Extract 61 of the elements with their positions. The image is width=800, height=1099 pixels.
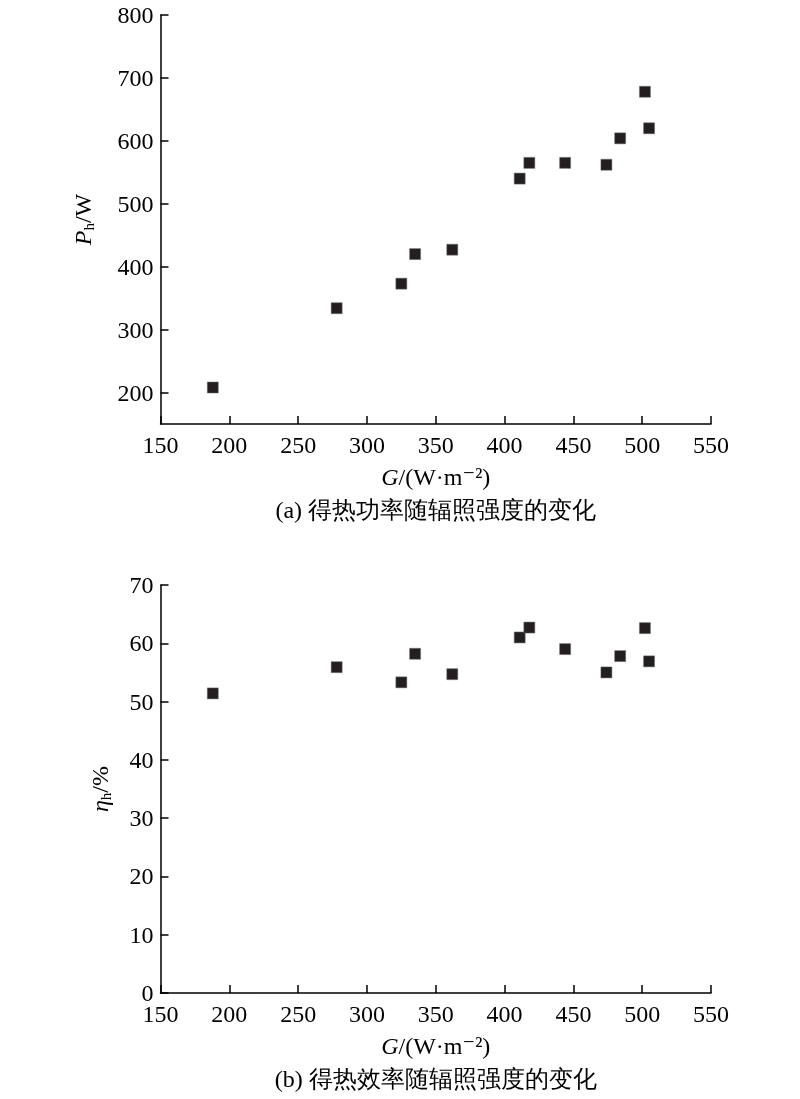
text: (a) 得热功率随辐照强度的变化 <box>275 497 597 523</box>
x-axis-title: G/(W·m⁻²) <box>381 464 491 490</box>
y-tick-label: 600 <box>117 127 154 154</box>
y-tick-label: 400 <box>117 253 154 280</box>
x-tick-label: 200 <box>211 432 248 458</box>
point <box>330 302 343 314</box>
y-tick-label: 300 <box>117 316 154 343</box>
y-tick-label: 10 <box>129 921 154 948</box>
x-tick-label: 300 <box>348 432 385 458</box>
point <box>523 157 536 169</box>
point <box>643 122 655 135</box>
point <box>614 650 626 662</box>
x-tick-label: 350 <box>417 432 454 458</box>
y-tick-label: 800 <box>117 2 154 28</box>
point <box>446 668 459 680</box>
point <box>639 86 651 98</box>
point <box>409 248 421 260</box>
point <box>330 661 343 673</box>
point <box>446 243 459 256</box>
y-axis-title: Ph/W <box>69 193 97 247</box>
x-tick-label: 350 <box>417 1001 454 1027</box>
y-tick-label: 500 <box>117 190 154 217</box>
y-tick-label: 60 <box>129 630 154 657</box>
point <box>643 655 655 668</box>
x-tick-label: 150 <box>142 432 179 458</box>
x-tick-label: 450 <box>555 432 592 458</box>
text: (b) 得热效率随辐照强度的变化 <box>274 1066 597 1092</box>
point <box>639 622 651 634</box>
x-tick-label: 400 <box>486 1001 523 1027</box>
point <box>600 159 613 171</box>
point <box>409 648 421 660</box>
point <box>513 172 526 185</box>
point <box>395 277 408 290</box>
x-tick-label: 500 <box>624 1001 661 1027</box>
y-tick-label: 50 <box>129 688 154 715</box>
y-tick-label: 20 <box>129 863 154 890</box>
x-tick-label: 250 <box>280 1001 317 1027</box>
x-tick-label: 400 <box>486 432 523 458</box>
y-tick-label: 40 <box>129 746 154 773</box>
point <box>395 676 408 689</box>
x-axis-title: G/(W·m⁻²) <box>381 1033 491 1059</box>
y-axis-title: ηh/% <box>86 765 114 813</box>
y-tick-label: 70 <box>129 572 154 598</box>
point <box>559 643 571 655</box>
x-tick-label: 250 <box>280 432 317 458</box>
point <box>614 132 626 145</box>
point <box>523 621 536 634</box>
x-tick-label: 550 <box>693 1001 729 1027</box>
point <box>207 381 219 394</box>
y-tick-label: 200 <box>117 379 154 406</box>
x-tick-label: 500 <box>624 432 661 458</box>
x-tick-label: 200 <box>211 1001 248 1027</box>
x-tick-label: 550 <box>693 432 729 458</box>
point <box>513 631 526 644</box>
point <box>559 157 571 169</box>
point <box>600 666 613 679</box>
x-tick-label: 300 <box>348 1001 385 1027</box>
x-tick-label: 450 <box>555 1001 592 1027</box>
y-tick-label: 700 <box>117 64 154 91</box>
y-tick-label: 30 <box>129 805 154 832</box>
point <box>207 687 219 700</box>
